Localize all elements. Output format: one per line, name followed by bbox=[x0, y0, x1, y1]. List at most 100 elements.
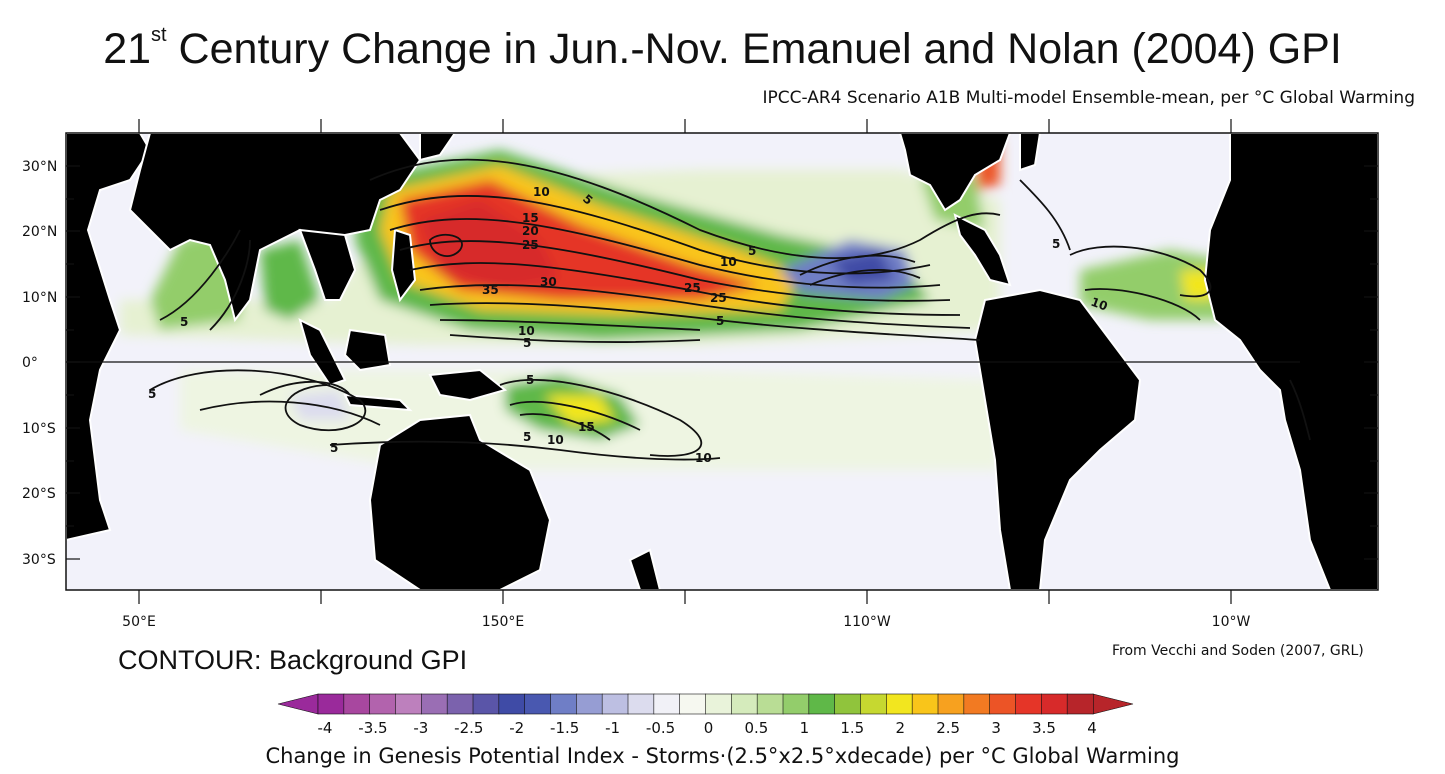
contour-label: 10 bbox=[533, 185, 550, 199]
colorbar-tick-label: -3.5 bbox=[358, 719, 387, 737]
contour-label: 5 bbox=[748, 244, 756, 258]
colorbar-swatch bbox=[601, 693, 629, 715]
contour-label: 5 bbox=[716, 314, 724, 328]
contour-label: 10 bbox=[695, 451, 712, 465]
colorbar-swatch bbox=[860, 693, 887, 715]
source-credit: From Vecchi and Soden (2007, GRL) bbox=[1112, 643, 1364, 659]
contour-label: 10 bbox=[720, 255, 737, 269]
colorbar-tick-label: -3 bbox=[413, 719, 428, 737]
title-superscript: st bbox=[151, 24, 167, 46]
borneo-landmass bbox=[343, 328, 392, 372]
colorbar-swatch bbox=[679, 693, 707, 715]
lat-labels: 30°N 20°N 10°N 0° 10°S 20°S 30°S bbox=[22, 159, 57, 568]
colorbar-swatch bbox=[653, 693, 681, 715]
central-america-landmass bbox=[953, 213, 1012, 287]
colorbar-swatch bbox=[421, 693, 448, 715]
contour-label: 30 bbox=[540, 275, 557, 289]
contour-label: 25 bbox=[684, 281, 701, 295]
colorbar-tick-label: 1 bbox=[800, 719, 810, 737]
colorbar-high-arrow bbox=[1092, 693, 1134, 715]
colorbar-swatch bbox=[627, 693, 655, 715]
subtitle: IPCC-AR4 Scenario A1B Multi-model Ensemb… bbox=[762, 88, 1415, 108]
north-america-east-landmass bbox=[1019, 133, 1042, 172]
lon-labels: 50°E 150°E 110°W 10°W bbox=[122, 614, 1250, 630]
page-title: 21st Century Change in Jun.-Nov. Emanuel… bbox=[103, 24, 1342, 73]
colorbar-tick-label: 0 bbox=[704, 719, 714, 737]
contour-label: 25 bbox=[710, 291, 727, 305]
colorbar-swatch bbox=[317, 693, 345, 715]
colorbar-swatch bbox=[808, 693, 836, 715]
colorbar-swatch bbox=[731, 693, 758, 715]
lon-label-150e: 150°E bbox=[482, 614, 525, 630]
sumatra-landmass bbox=[298, 318, 347, 387]
contour-label: 35 bbox=[482, 283, 499, 297]
contour-note: CONTOUR: Background GPI bbox=[118, 645, 468, 675]
lat-label-20s: 20°S bbox=[22, 486, 56, 502]
lat-label-30s: 30°S bbox=[22, 552, 56, 568]
lon-label-50e: 50°E bbox=[122, 614, 156, 630]
contour-label: 10 bbox=[547, 433, 564, 447]
north-america-landmass bbox=[898, 133, 1012, 212]
colorbar-swatch bbox=[524, 693, 552, 715]
south-america-landmass bbox=[973, 288, 1142, 590]
japan-landmass bbox=[419, 133, 457, 162]
colorbar-swatch bbox=[395, 693, 422, 715]
colorbar-swatch bbox=[369, 693, 397, 715]
colorbar-swatch bbox=[446, 693, 474, 715]
colorbar: -4 -3.5 -3 -2.5 -2 -1.5 -1 -0.5 0 0.5 1 1.5 2 2.5 3 3.5… bbox=[277, 693, 1134, 737]
colorbar-tick-label: -0.5 bbox=[646, 719, 675, 737]
colorbar-tick-label: -1 bbox=[605, 719, 620, 737]
java-landmass bbox=[343, 393, 413, 412]
colorbar-swatch bbox=[550, 693, 577, 715]
contour-label: 5 bbox=[523, 336, 531, 350]
new-guinea-landmass bbox=[428, 368, 508, 402]
colorbar-tick-label: -1.5 bbox=[550, 719, 579, 737]
colorbar-tick-label: -2 bbox=[509, 719, 524, 737]
lat-label-eq: 0° bbox=[22, 355, 38, 371]
colorbar-swatch bbox=[1066, 693, 1094, 715]
colorbar-tick-label: 0.5 bbox=[745, 719, 769, 737]
colorbar-low-arrow bbox=[277, 693, 319, 715]
colorbar-tick-label: 1.5 bbox=[840, 719, 864, 737]
colorbar-tick-label: -2.5 bbox=[454, 719, 483, 737]
colorbar-swatch bbox=[886, 693, 913, 715]
colorbar-swatch bbox=[498, 693, 526, 715]
colorbar-tick-label: -4 bbox=[318, 719, 333, 737]
contour-label: 5 bbox=[148, 387, 156, 401]
eurasia-landmass bbox=[128, 133, 422, 323]
colorbar-swatch bbox=[343, 693, 371, 715]
colorbar-tick-label: 2.5 bbox=[936, 719, 960, 737]
colorbar-swatch bbox=[705, 693, 732, 715]
colorbar-title: Change in Genesis Potential Index - Stor… bbox=[265, 744, 1180, 768]
colorbar-swatch bbox=[1015, 693, 1042, 715]
contour-label: 10 bbox=[1089, 295, 1109, 314]
contour-label: 15 bbox=[578, 420, 595, 434]
colorbar-tick-label: 4 bbox=[1087, 719, 1097, 737]
lon-label-110w: 110°W bbox=[843, 614, 891, 630]
contour-label: 15 bbox=[522, 211, 539, 225]
lat-ticks bbox=[66, 165, 1378, 560]
lat-label-10s: 10°S bbox=[22, 421, 56, 437]
colorbar-swatch bbox=[834, 693, 862, 715]
australia-landmass bbox=[368, 413, 552, 590]
lon-ticks bbox=[138, 119, 1232, 604]
colorbar-swatch bbox=[782, 693, 810, 715]
contour-label: 5 bbox=[330, 441, 338, 455]
lon-label-10w: 10°W bbox=[1212, 614, 1251, 630]
contour-label: 25 bbox=[522, 238, 539, 252]
contour-label: 5 bbox=[1052, 237, 1060, 251]
colorbar-swatch bbox=[756, 693, 784, 715]
colorbar-swatch bbox=[911, 693, 939, 715]
contour-label: 20 bbox=[522, 224, 539, 238]
colorbar-swatch bbox=[963, 693, 991, 715]
contour-label: 5 bbox=[526, 373, 534, 387]
contour-label: 5 bbox=[523, 430, 531, 444]
colorbar-swatch bbox=[989, 693, 1017, 715]
colorbar-swatch bbox=[1041, 693, 1068, 715]
colorbar-tick-label: 2 bbox=[895, 719, 905, 737]
background-gpi-contours bbox=[149, 158, 1311, 461]
lat-label-30n: 30°N bbox=[22, 159, 57, 175]
colorbar-swatch bbox=[576, 693, 603, 715]
contour-label: 10 bbox=[518, 324, 535, 338]
